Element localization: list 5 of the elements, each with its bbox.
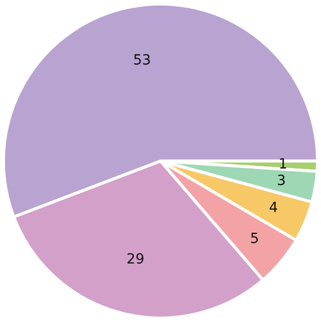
data-label: 4: [268, 200, 278, 216]
data-label: 29: [126, 252, 144, 268]
data-label: 5: [250, 231, 260, 248]
data-label: 3: [276, 172, 286, 189]
data-label: 53: [133, 52, 151, 68]
